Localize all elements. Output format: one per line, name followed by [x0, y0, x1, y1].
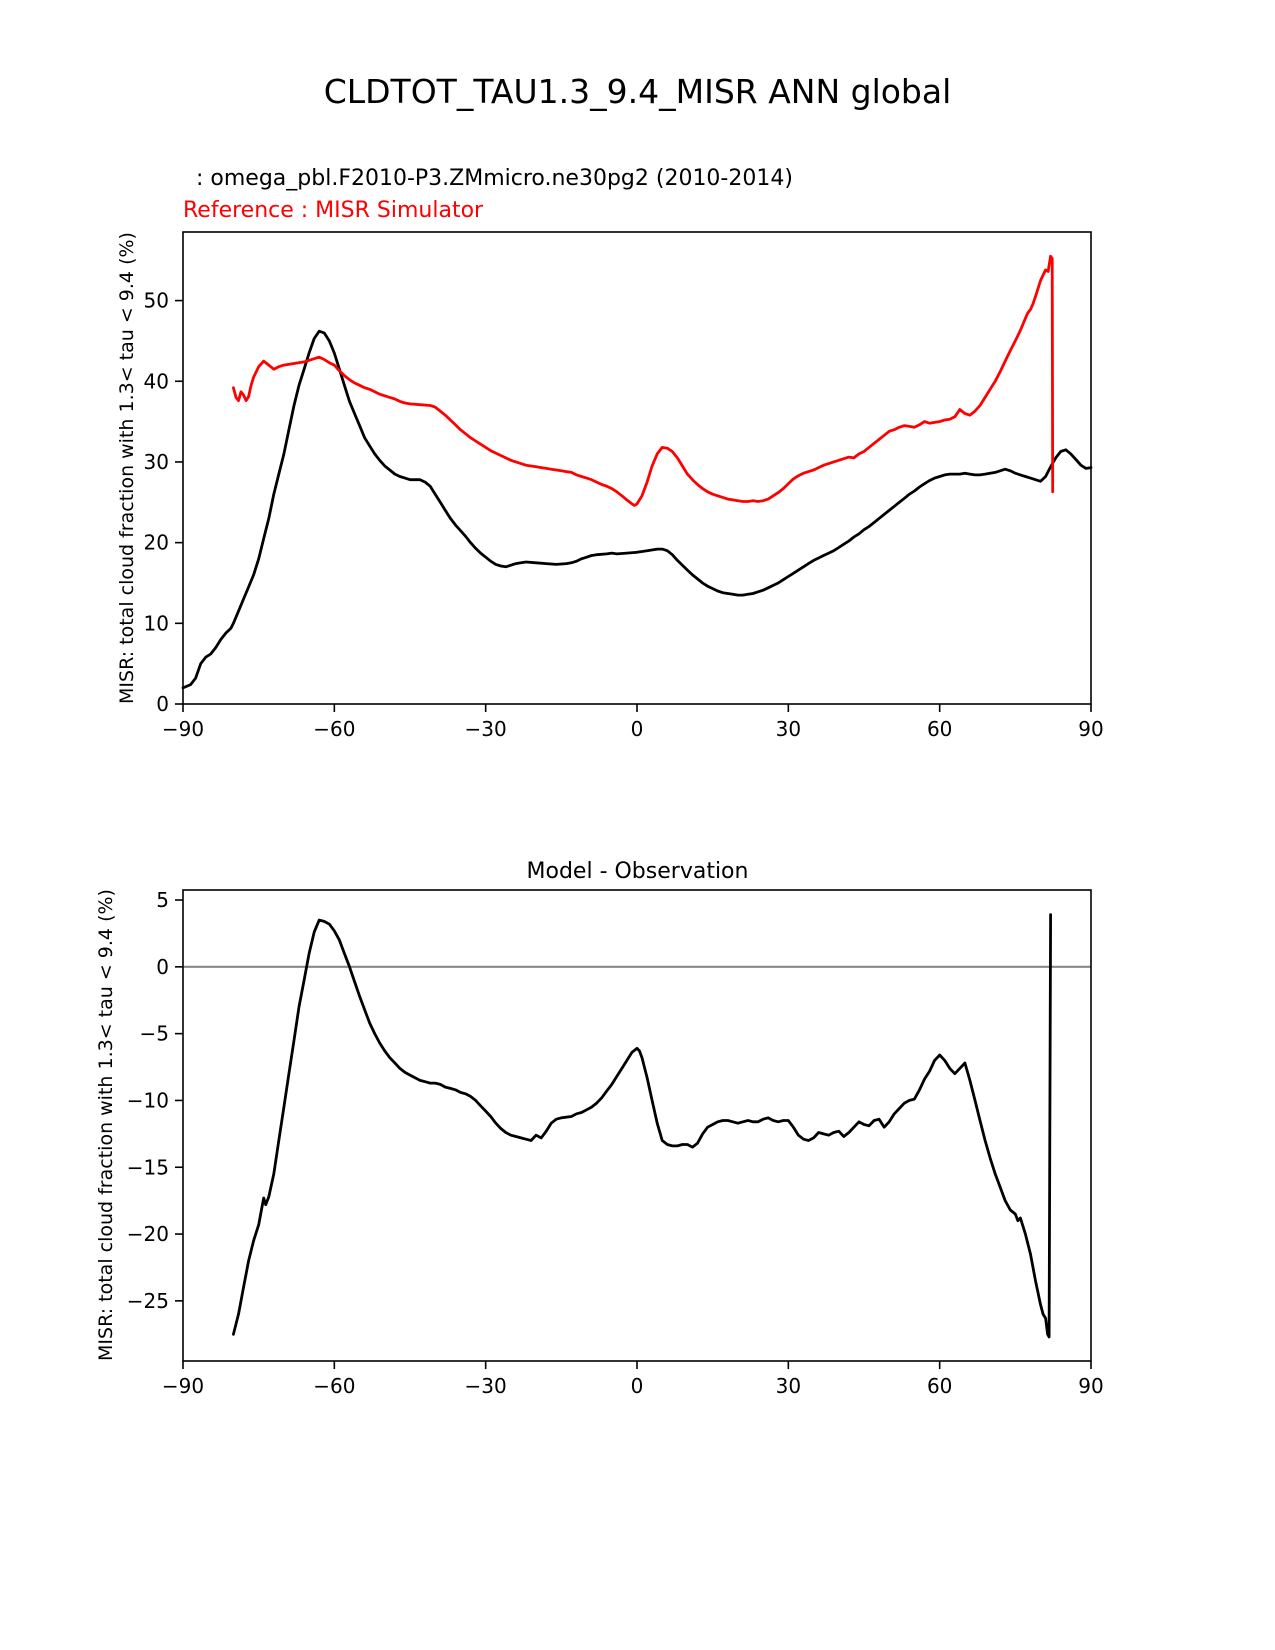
x-tick-label: 0	[631, 1374, 644, 1398]
x-tick-label: −90	[162, 717, 204, 741]
y-tick-label: −25	[127, 1289, 169, 1313]
subtitle-model-run: : omega_pbl.F2010-P3.ZMmicro.ne30pg2 (20…	[196, 166, 793, 191]
x-tick-label: 90	[1078, 717, 1103, 741]
x-tick-label: −60	[313, 1374, 355, 1398]
chart1-series-line-2	[231, 254, 1055, 507]
x-tick-label: −60	[313, 717, 355, 741]
figure-title: CLDTOT_TAU1.3_9.4_MISR ANN global	[323, 72, 952, 111]
y-tick-label: −20	[127, 1222, 169, 1246]
x-tick-label: 30	[776, 1374, 801, 1398]
y-tick-label: 0	[156, 955, 169, 979]
y-tick-label: 10	[144, 611, 169, 635]
y-tick-label: 0	[156, 692, 169, 716]
x-tick-label: 60	[927, 1374, 952, 1398]
x-tick-label: −30	[465, 1374, 507, 1398]
x-tick-label: 0	[631, 717, 644, 741]
chart2-title: Model - Observation	[526, 859, 749, 884]
x-tick-label: −90	[162, 1374, 204, 1398]
y-tick-label: 50	[144, 289, 169, 313]
y-tick-label: 30	[144, 450, 169, 474]
chart1-series-line-1	[181, 329, 1093, 690]
x-tick-label: 30	[776, 717, 801, 741]
x-tick-label: −30	[465, 717, 507, 741]
chart2-series-line-1	[231, 913, 1052, 1339]
subtitle-reference: Reference : MISR Simulator	[183, 198, 484, 223]
y-tick-label: −10	[127, 1088, 169, 1112]
chart1-axes-box	[182, 231, 1092, 705]
y-tick-label: −5	[140, 1022, 169, 1046]
y-tick-label: 20	[144, 531, 169, 555]
y-tick-label: 40	[144, 369, 169, 393]
x-tick-label: 60	[927, 717, 952, 741]
x-tick-label: 90	[1078, 1374, 1103, 1398]
y-tick-label: 5	[156, 888, 169, 912]
y-tick-label: −15	[127, 1155, 169, 1179]
chart2-axes-box	[182, 889, 1092, 1362]
